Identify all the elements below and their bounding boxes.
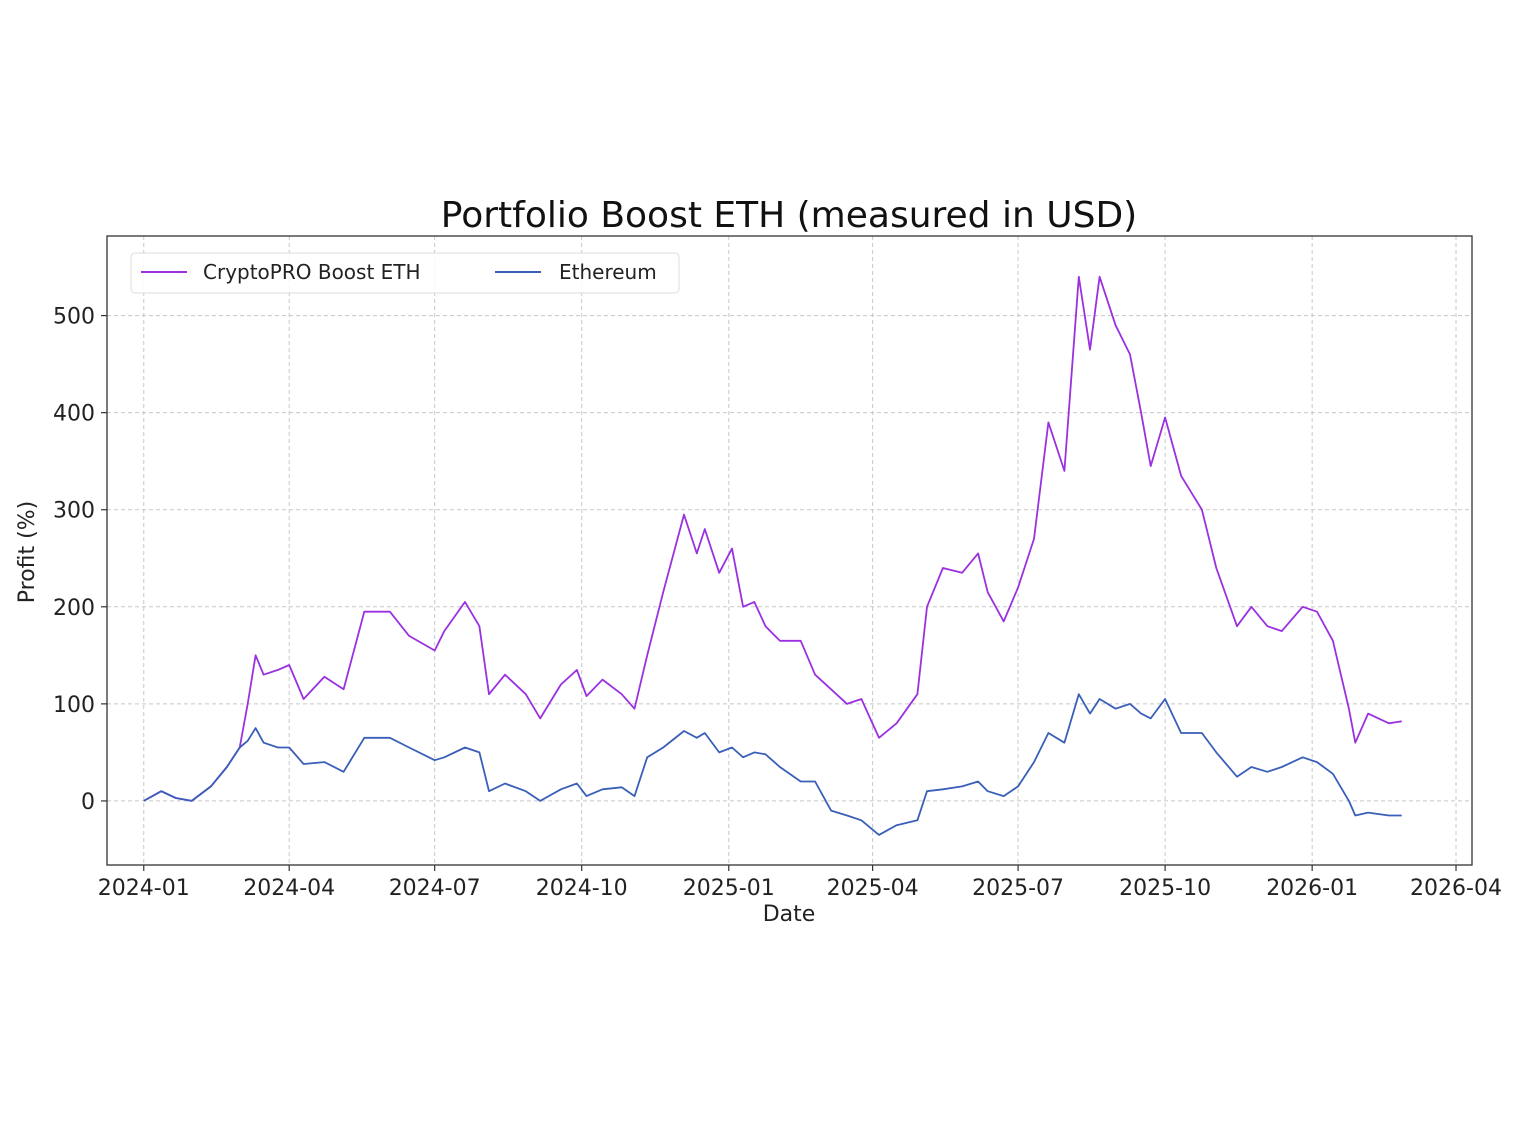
y-tick-label: 200	[53, 596, 95, 621]
y-tick-label: 100	[53, 693, 95, 718]
grid	[107, 236, 1472, 865]
y-tick-label: 400	[53, 402, 95, 427]
x-tick-label: 2024-04	[243, 876, 335, 901]
x-tick-label: 2024-10	[536, 876, 628, 901]
plot-area-frame	[106, 235, 1473, 866]
legend-box	[130, 252, 680, 294]
y-axis: 0 100 200 300 400 500	[53, 305, 107, 815]
x-tick-label: 2024-07	[389, 876, 481, 901]
y-axis-label: Profit (%)	[15, 501, 40, 603]
y-tick-label: 0	[81, 790, 95, 815]
x-tick-label: 2026-01	[1266, 876, 1358, 901]
x-tick-label: 2024-01	[98, 876, 190, 901]
x-tick-label: 2025-04	[827, 876, 919, 901]
x-tick-label: 2025-01	[683, 876, 775, 901]
y-tick-label: 500	[53, 305, 95, 330]
series-line-cryptopro-boost-eth	[143, 275, 1402, 802]
x-axis-label: Date	[763, 902, 816, 927]
series-line-ethereum	[143, 693, 1402, 836]
y-tick-label: 300	[53, 499, 95, 524]
legend: CryptoPRO Boost ETH Ethereum	[130, 252, 680, 294]
x-tick-label: 2025-07	[972, 876, 1064, 901]
legend-label-ethereum: Ethereum	[559, 260, 657, 284]
x-tick-label: 2025-10	[1119, 876, 1211, 901]
chart-title: Portfolio Boost ETH (measured in USD)	[441, 195, 1137, 236]
legend-label-cryptopro: CryptoPRO Boost ETH	[203, 260, 421, 284]
x-axis: 2024-01 2024-04 2024-07 2024-10 2025-01 2025-…	[98, 865, 1502, 901]
series-lines	[143, 275, 1402, 836]
x-tick-label: 2026-04	[1410, 876, 1502, 901]
